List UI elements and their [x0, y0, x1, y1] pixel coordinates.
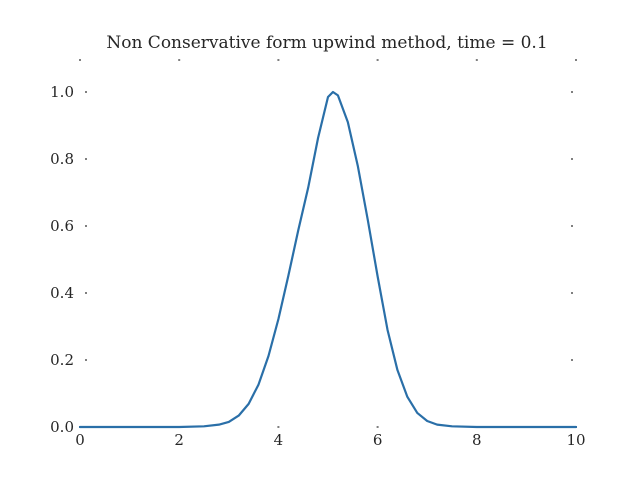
x-tick-mark	[376, 426, 379, 428]
y-tick-mark-right	[571, 91, 573, 93]
tick-layer	[79, 59, 577, 428]
y-tick-mark	[85, 359, 87, 361]
x-tick-mark-top	[475, 59, 478, 61]
x-tick-label: 8	[472, 431, 482, 449]
series-line	[78, 90, 578, 429]
x-tick-label: 0	[75, 431, 85, 449]
x-tick-label: 6	[373, 431, 383, 449]
x-tick-mark	[277, 426, 280, 428]
y-tick-mark	[85, 91, 87, 93]
tick-label-layer: 0 2 4 6 8 10 0.0 0.2 0.4 0.6 0.8 1.0	[50, 83, 585, 449]
y-tick-mark-right	[571, 359, 573, 361]
x-tick-label: 4	[274, 431, 284, 449]
x-tick-mark-top	[376, 59, 379, 61]
x-tick-mark-top	[79, 59, 81, 61]
y-tick-label: 0.6	[50, 217, 74, 235]
y-tick-label: 0.8	[50, 150, 74, 168]
chart-title: Non Conservative form upwind method, tim…	[106, 33, 547, 53]
y-tick-mark	[85, 225, 87, 227]
y-tick-mark-right	[571, 158, 573, 160]
x-tick-mark-top	[277, 59, 280, 61]
y-tick-mark	[85, 292, 87, 294]
x-tick-label: 10	[566, 431, 585, 449]
x-tick-mark-top	[575, 59, 577, 61]
y-tick-mark	[85, 158, 87, 160]
x-tick-label: 2	[174, 431, 184, 449]
series-layer	[78, 90, 578, 429]
y-tick-label: 0.2	[50, 351, 74, 369]
y-tick-label: 1.0	[50, 83, 74, 101]
y-tick-mark-right	[571, 292, 573, 294]
y-tick-label: 0.0	[50, 418, 74, 436]
y-tick-mark-right	[571, 225, 573, 227]
y-tick-label: 0.4	[50, 284, 74, 302]
x-tick-mark-top	[178, 59, 181, 61]
